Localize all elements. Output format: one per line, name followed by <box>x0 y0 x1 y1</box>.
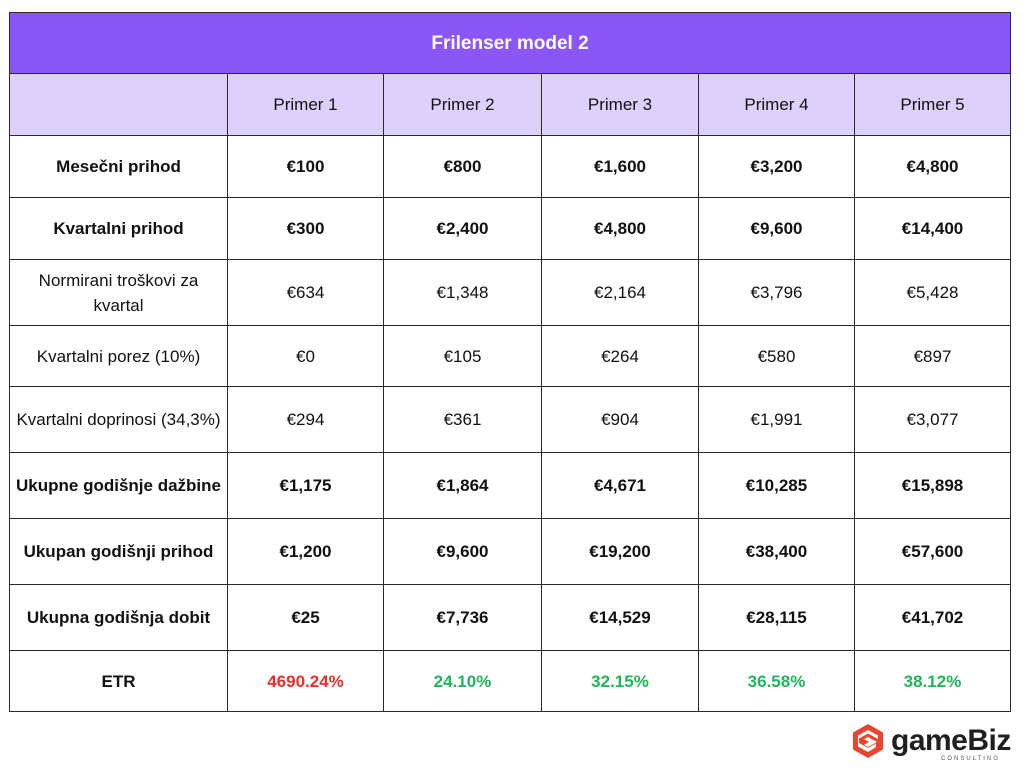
table-cell: €0 <box>227 325 384 387</box>
table-cell: €264 <box>541 325 699 387</box>
row-label: Mesečni prihod <box>9 135 228 198</box>
table-cell: €294 <box>227 386 384 453</box>
table-cell: €19,200 <box>541 518 699 585</box>
table-cell: €580 <box>698 325 855 387</box>
table-cell: €1,600 <box>541 135 699 198</box>
table-cell: €3,077 <box>853 386 1012 453</box>
table-cell: €1,991 <box>698 386 855 453</box>
etr-value: 32.15% <box>541 650 699 712</box>
etr-value: 24.10% <box>383 650 542 712</box>
gamebiz-logo: gameBiz CONSULTING <box>849 722 1014 762</box>
table-cell: €14,529 <box>541 584 699 651</box>
table-row-etr: ETR 4690.24% 24.10% 32.15% 36.58% 38.12% <box>9 650 1012 712</box>
table-cell: €800 <box>383 135 542 198</box>
table-cell: €2,400 <box>383 197 542 260</box>
table-cell: €9,600 <box>383 518 542 585</box>
table-cell: €9,600 <box>698 197 855 260</box>
table-row: Ukupne godišnje dažbine €1,175 €1,864 €4… <box>9 452 1012 519</box>
row-label: Ukupna godišnja dobit <box>9 584 228 651</box>
row-label: Normirani troškovi za kvartal <box>9 259 228 326</box>
hexagon-s-logo-icon <box>853 724 883 758</box>
table-cell: €57,600 <box>853 518 1012 585</box>
table-cell: €904 <box>541 386 699 453</box>
table-cell: €1,175 <box>227 452 384 519</box>
row-label: Kvartalni porez (10%) <box>9 325 228 387</box>
table-cell: €10,285 <box>698 452 855 519</box>
table-cell: €634 <box>227 259 384 326</box>
table-cell: €1,200 <box>227 518 384 585</box>
etr-value: 38.12% <box>853 650 1012 712</box>
table-row: Normirani troškovi za kvartal €634 €1,34… <box>9 259 1012 326</box>
table-cell: €5,428 <box>853 259 1012 326</box>
table-row: Mesečni prihod €100 €800 €1,600 €3,200 €… <box>9 135 1012 198</box>
table-row: Ukupan godišnji prihod €1,200 €9,600 €19… <box>9 518 1012 585</box>
row-label: Ukupan godišnji prihod <box>9 518 228 585</box>
table-cell: €7,736 <box>383 584 542 651</box>
table-cell: €105 <box>383 325 542 387</box>
table-cell: €361 <box>383 386 542 453</box>
logo-text: gameBiz <box>891 724 1011 757</box>
table-container: Frilenser model 2 Primer 1 Primer 2 Prim… <box>8 12 1012 712</box>
column-header: Primer 4 <box>698 73 855 136</box>
table-row: Kvartalni prihod €300 €2,400 €4,800 €9,6… <box>9 197 1012 260</box>
table-title: Frilenser model 2 <box>8 12 1012 74</box>
table-cell: €41,702 <box>853 584 1012 651</box>
table-row: Ukupna godišnja dobit €25 €7,736 €14,529… <box>9 584 1012 651</box>
table-row: Kvartalni doprinosi (34,3%) €294 €361 €9… <box>9 386 1012 453</box>
table-cell: €25 <box>227 584 384 651</box>
table-cell: €4,800 <box>541 197 699 260</box>
table-row: Kvartalni porez (10%) €0 €105 €264 €580 … <box>9 325 1012 387</box>
table-cell: €1,348 <box>383 259 542 326</box>
column-header-empty <box>9 73 228 136</box>
column-header: Primer 3 <box>541 73 699 136</box>
table-cell: €4,671 <box>541 452 699 519</box>
table-cell: €14,400 <box>853 197 1012 260</box>
table-cell: €3,796 <box>698 259 855 326</box>
row-label: ETR <box>9 650 228 712</box>
column-header: Primer 1 <box>227 73 384 136</box>
column-header: Primer 5 <box>853 73 1012 136</box>
table-cell: €100 <box>227 135 384 198</box>
table-cell: €15,898 <box>853 452 1012 519</box>
table-cell: €2,164 <box>541 259 699 326</box>
column-header: Primer 2 <box>383 73 542 136</box>
table-cell: €28,115 <box>698 584 855 651</box>
table-cell: €897 <box>853 325 1012 387</box>
table-cell: €38,400 <box>698 518 855 585</box>
frilenser-table: Frilenser model 2 Primer 1 Primer 2 Prim… <box>8 12 1012 712</box>
etr-value: 36.58% <box>698 650 855 712</box>
logo-subtext: CONSULTING <box>941 756 1000 762</box>
table-cell: €300 <box>227 197 384 260</box>
row-label: Ukupne godišnje dažbine <box>9 452 228 519</box>
table-cell: €3,200 <box>698 135 855 198</box>
row-label: Kvartalni prihod <box>9 197 228 260</box>
row-label: Kvartalni doprinosi (34,3%) <box>9 386 228 453</box>
table-cell: €1,864 <box>383 452 542 519</box>
etr-value: 4690.24% <box>227 650 384 712</box>
table-cell: €4,800 <box>853 135 1012 198</box>
